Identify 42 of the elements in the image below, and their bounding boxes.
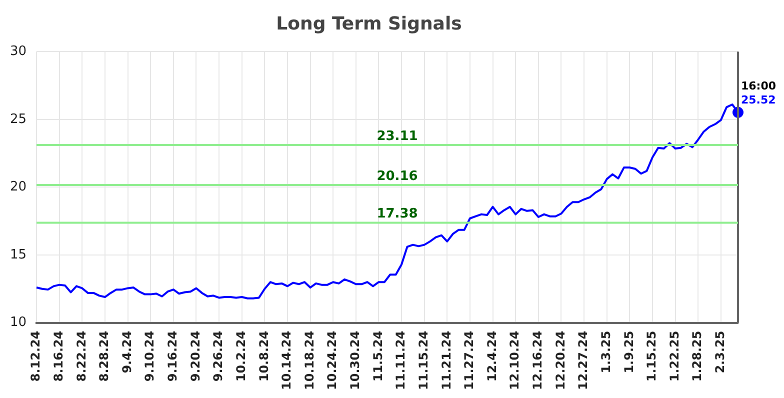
data-label: 25.52 bbox=[741, 94, 776, 107]
x-tick-label: 1.15.25 bbox=[644, 330, 659, 382]
ref-line-label: 23.11 bbox=[376, 128, 418, 144]
x-tick-label: 11.27.24 bbox=[462, 330, 476, 390]
x-tick-label: 10.2.24 bbox=[234, 330, 248, 382]
x-tick-label: 12.4.24 bbox=[484, 330, 499, 382]
x-tick-label: 9.10.24 bbox=[142, 330, 157, 382]
x-tick-label: 1.9.25 bbox=[622, 330, 636, 374]
x-tick-label: 8.28.24 bbox=[97, 330, 112, 382]
x-tick-label: 10.8.24 bbox=[256, 330, 271, 382]
x-tick-label: 9.16.24 bbox=[166, 330, 180, 382]
x-tick-label: 12.20.24 bbox=[553, 330, 568, 390]
x-tick-label: 9.26.24 bbox=[211, 330, 226, 382]
x-tick-label: 8.12.24 bbox=[28, 330, 43, 382]
x-tick-label: 10.24.24 bbox=[325, 330, 340, 390]
x-tick-label: 12.10.24 bbox=[508, 330, 522, 390]
x-tick-label: 12.27.24 bbox=[576, 330, 590, 390]
x-tick-label: 9.20.24 bbox=[188, 330, 202, 382]
x-tick-label: 11.11.24 bbox=[394, 330, 408, 390]
x-tick-label: 1.28.25 bbox=[690, 330, 704, 382]
chart-title: Long Term Signals bbox=[276, 13, 462, 34]
x-tick-label: 8.22.24 bbox=[74, 330, 88, 382]
y-tick-label: 15 bbox=[10, 247, 27, 262]
x-tick-label: 11.21.24 bbox=[439, 330, 454, 390]
y-tick-label: 30 bbox=[10, 44, 27, 59]
x-tick-label: 9.4.24 bbox=[120, 330, 134, 374]
x-tick-label: 2.3.25 bbox=[713, 330, 728, 374]
x-tick-label: 11.5.24 bbox=[370, 330, 385, 382]
y-tick-label: 20 bbox=[10, 180, 27, 195]
y-tick-label: 25 bbox=[10, 112, 27, 127]
x-tick-label: 10.18.24 bbox=[302, 330, 316, 390]
x-tick-label: 12.16.24 bbox=[530, 330, 545, 390]
x-tick-label: 10.14.24 bbox=[280, 330, 294, 390]
x-tick-label: 1.22.25 bbox=[667, 330, 682, 382]
x-tick-label: 11.15.24 bbox=[416, 330, 430, 390]
text: 16:00 bbox=[741, 80, 776, 93]
x-tick-label: 10.30.24 bbox=[348, 330, 362, 390]
x-tick-label: 8.16.24 bbox=[51, 330, 66, 382]
ref-line-label: 17.38 bbox=[376, 206, 418, 222]
y-tick-label: 10 bbox=[10, 315, 27, 330]
ref-line-label: 20.16 bbox=[376, 168, 418, 184]
x-tick-label: 1.3.25 bbox=[598, 330, 613, 374]
